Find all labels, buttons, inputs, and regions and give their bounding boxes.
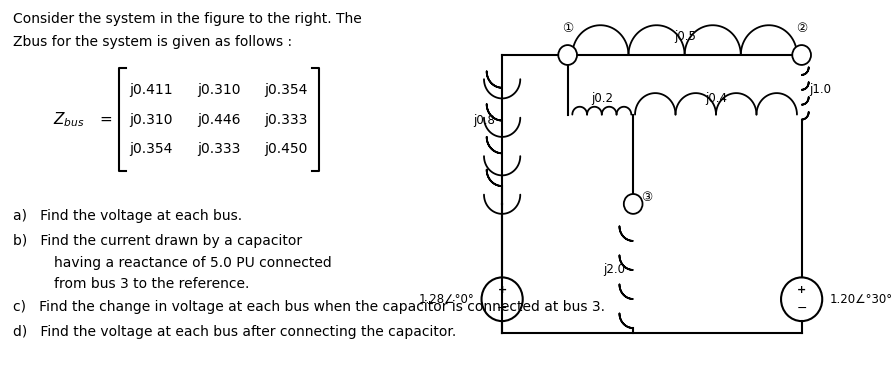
Circle shape bbox=[624, 194, 642, 214]
Text: j1.0: j1.0 bbox=[809, 83, 831, 96]
Text: =: = bbox=[99, 112, 112, 127]
Text: from bus 3 to the reference.: from bus 3 to the reference. bbox=[54, 277, 249, 291]
Circle shape bbox=[558, 45, 577, 65]
Text: having a reactance of 5.0 PU connected: having a reactance of 5.0 PU connected bbox=[54, 256, 332, 270]
Text: j0.333: j0.333 bbox=[264, 112, 307, 126]
Text: 1.28∠°0°: 1.28∠°0° bbox=[418, 293, 474, 306]
Text: a)   Find the voltage at each bus.: a) Find the voltage at each bus. bbox=[13, 209, 242, 223]
Text: b)   Find the current drawn by a capacitor: b) Find the current drawn by a capacitor bbox=[13, 234, 302, 248]
Text: j0.310: j0.310 bbox=[129, 112, 173, 126]
Circle shape bbox=[792, 45, 811, 65]
Text: j0.450: j0.450 bbox=[264, 142, 307, 156]
Text: $Z_{bus}$: $Z_{bus}$ bbox=[53, 110, 84, 129]
Text: j0.354: j0.354 bbox=[129, 142, 173, 156]
Text: j0.446: j0.446 bbox=[197, 112, 240, 126]
Text: j0.310: j0.310 bbox=[197, 83, 240, 97]
Text: ③: ③ bbox=[642, 191, 653, 204]
Text: j0.4: j0.4 bbox=[705, 92, 727, 105]
Text: j0.2: j0.2 bbox=[590, 92, 613, 105]
Text: 1.20∠°30°: 1.20∠°30° bbox=[830, 293, 892, 306]
Text: j0.8: j0.8 bbox=[473, 114, 495, 127]
Text: +: + bbox=[497, 285, 507, 295]
Text: +: + bbox=[797, 285, 806, 295]
Text: j0.354: j0.354 bbox=[264, 83, 307, 97]
Text: c)   Find the change in voltage at each bus when the capacitor is connected at b: c) Find the change in voltage at each bu… bbox=[13, 300, 605, 314]
Text: j0.333: j0.333 bbox=[197, 142, 240, 156]
Text: ①: ① bbox=[562, 22, 573, 35]
Text: ②: ② bbox=[796, 22, 807, 35]
Text: −: − bbox=[497, 302, 507, 315]
Text: j0.5: j0.5 bbox=[674, 30, 695, 43]
Text: j0.411: j0.411 bbox=[129, 83, 173, 97]
Text: d)   Find the voltage at each bus after connecting the capacitor.: d) Find the voltage at each bus after co… bbox=[13, 325, 456, 339]
Text: j2.0: j2.0 bbox=[604, 263, 625, 277]
Text: Consider the system in the figure to the right. The: Consider the system in the figure to the… bbox=[13, 12, 361, 26]
Text: −: − bbox=[797, 302, 807, 315]
Text: Zbus for the system is given as follows :: Zbus for the system is given as follows … bbox=[13, 35, 292, 49]
